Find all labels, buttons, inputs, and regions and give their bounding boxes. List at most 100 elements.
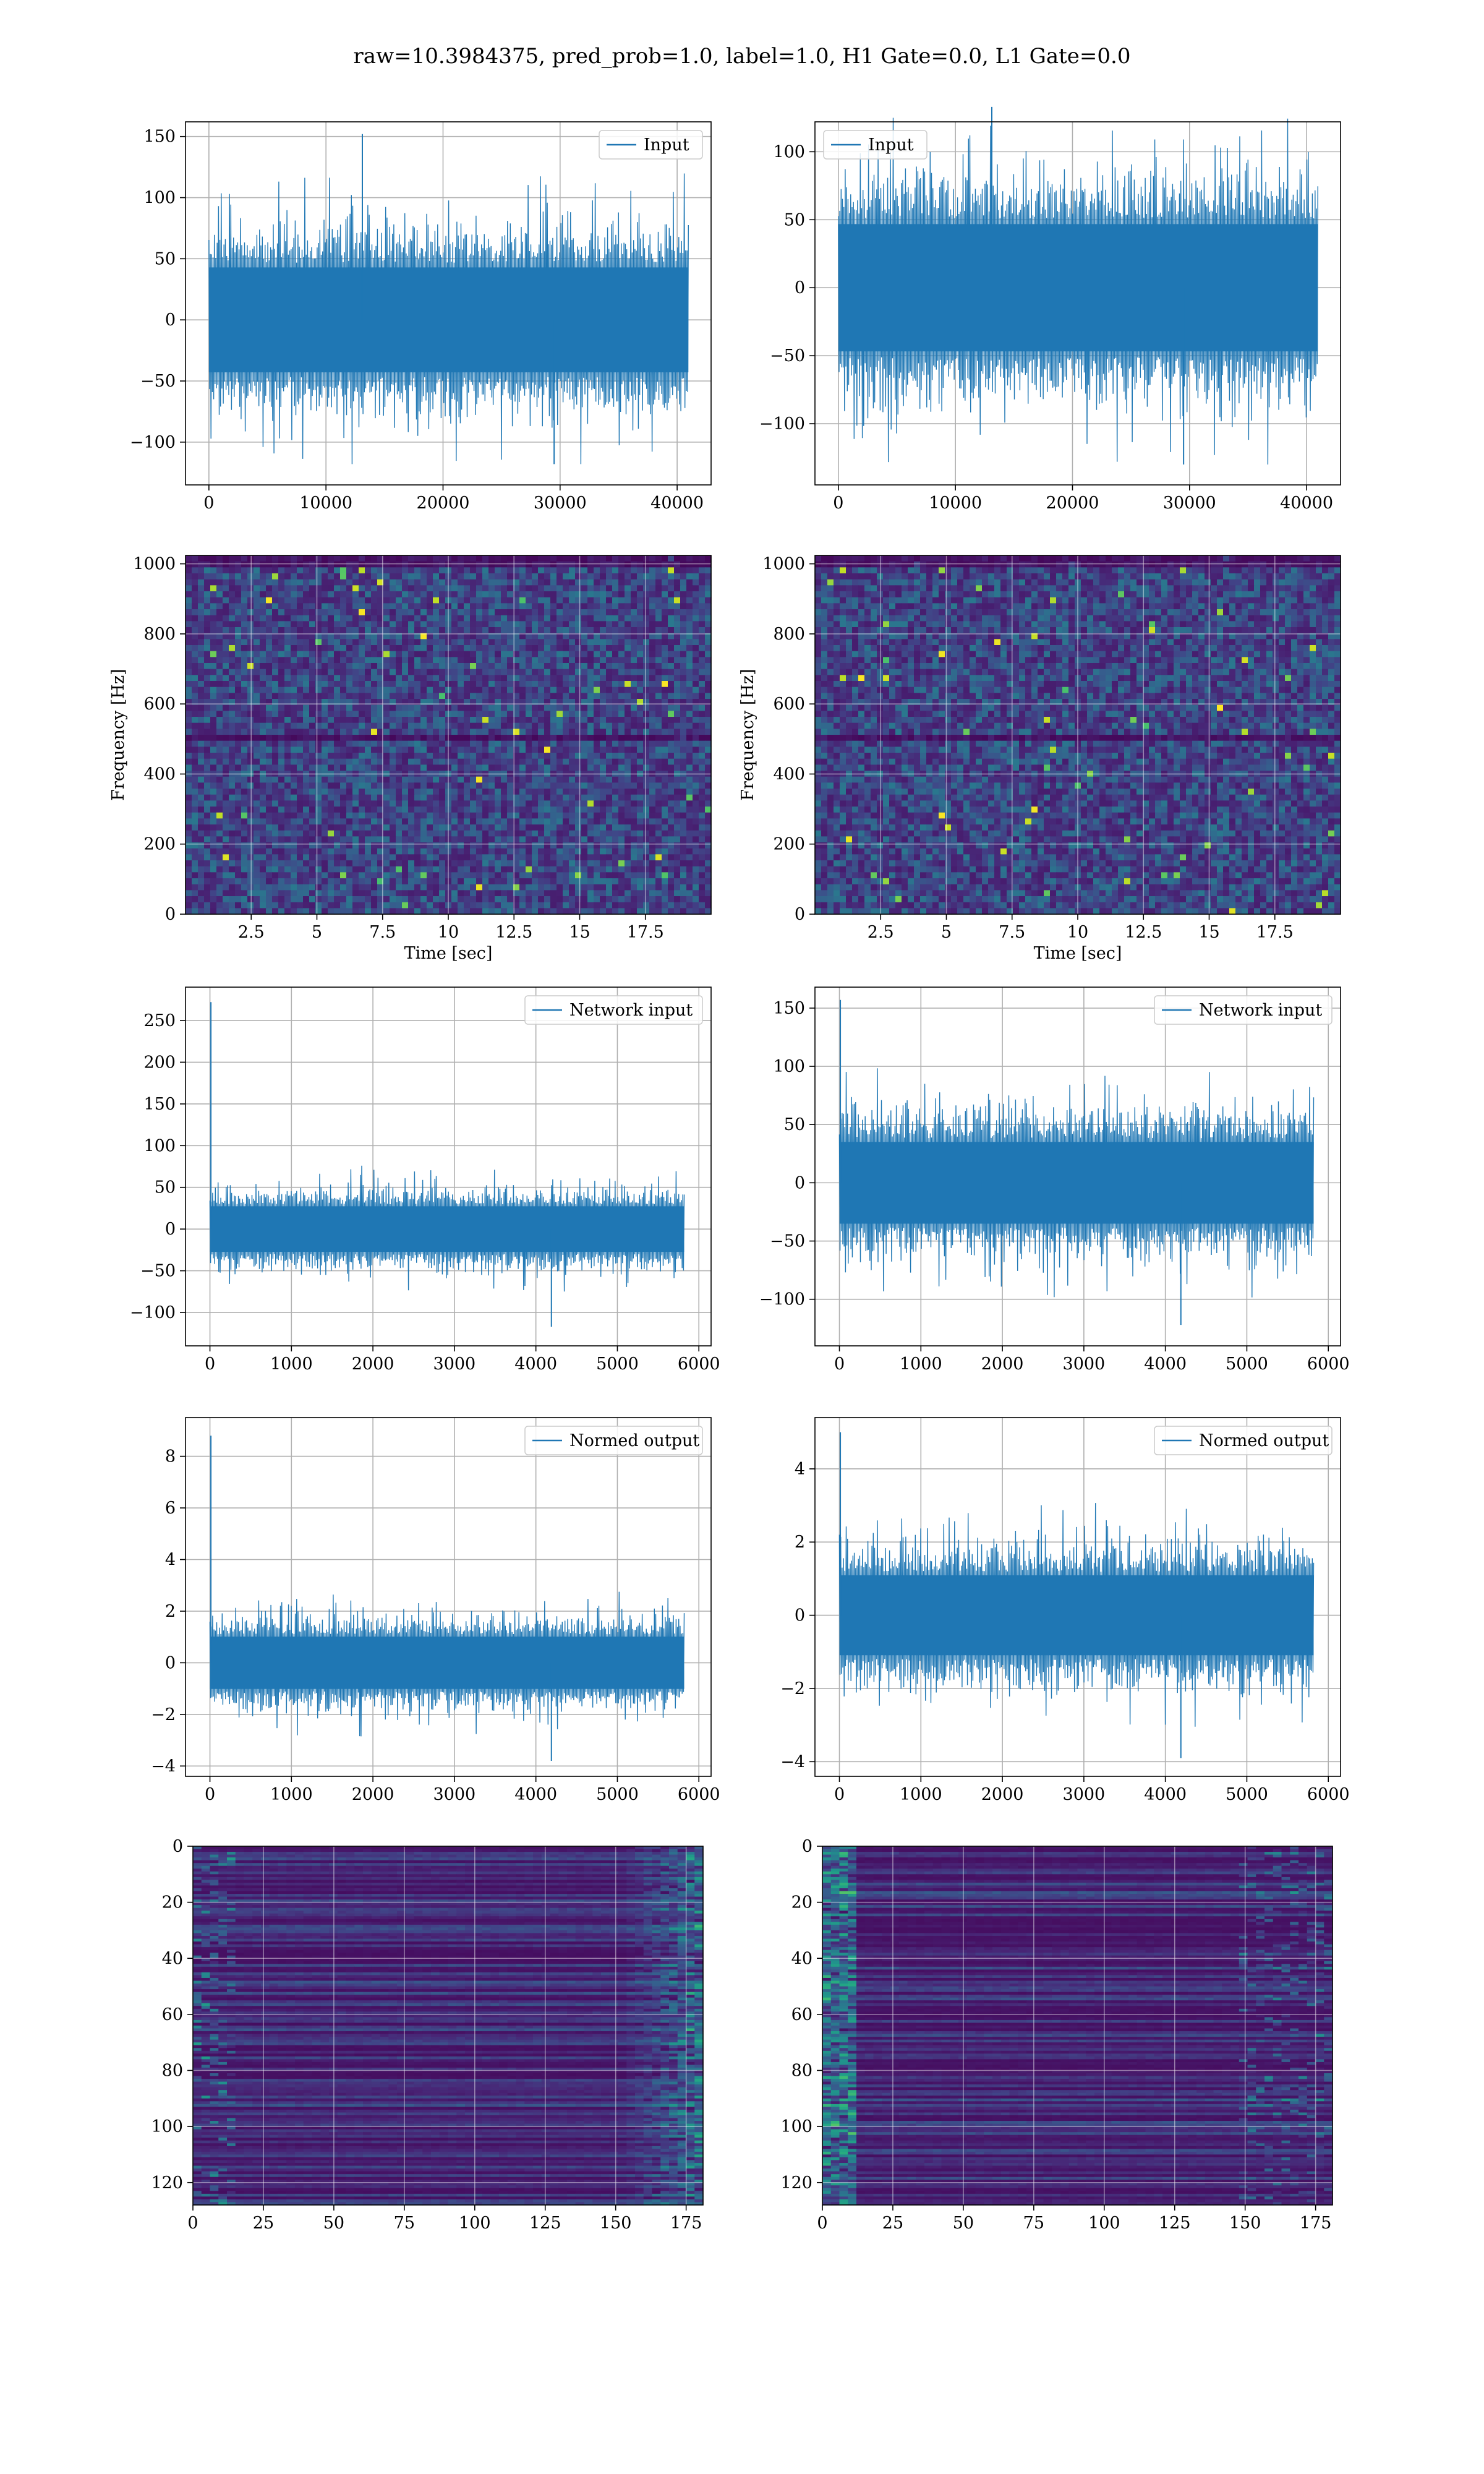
spectrogram-cell [649, 753, 656, 759]
spectrogram-cell [451, 567, 458, 573]
spectrogram-cell [538, 842, 545, 849]
spectrogram-cell [260, 878, 267, 884]
spectrogram-cell [482, 764, 489, 771]
spectrogram-cell [260, 831, 267, 837]
spectrogram-cell [594, 663, 600, 669]
spectrogram-cell [612, 795, 619, 801]
spectrogram-cell [680, 849, 687, 855]
spectrogram-cell [272, 878, 279, 884]
spectrogram-cell [284, 681, 291, 687]
spectrogram-cell [365, 657, 372, 663]
spectrogram-cell [291, 585, 297, 591]
spectrogram-cell [612, 591, 619, 597]
spectrogram-cell [383, 681, 390, 687]
spectrogram-cell [359, 747, 365, 753]
spectrogram-cell [464, 621, 471, 627]
spectrogram-cell [371, 681, 378, 687]
spectrogram-cell [229, 591, 236, 597]
spectrogram-cell [563, 854, 569, 860]
spectrogram-cell [260, 681, 267, 687]
spectrogram-cell [526, 555, 532, 562]
spectrogram-cell [278, 878, 285, 884]
spectrogram-cell [340, 562, 347, 568]
spectrogram-cell [427, 723, 433, 729]
spectrogram-cell [346, 585, 353, 591]
spectrogram-cell [254, 621, 260, 627]
spectrogram-cell [334, 687, 341, 693]
spectrogram-cell [699, 597, 706, 604]
spectrogram-cell [383, 562, 390, 568]
spectrogram-cell [272, 836, 279, 842]
spectrogram-cell [229, 800, 236, 807]
spectrogram-cell [420, 818, 427, 824]
spectrogram-cell [216, 782, 223, 789]
spectrogram-cell [315, 615, 322, 622]
spectrogram-cell [668, 849, 675, 855]
spectrogram-cell [495, 681, 501, 687]
spectrogram-cell [594, 585, 600, 591]
spectrogram-cell [303, 621, 310, 627]
spectrogram-cell [600, 693, 607, 699]
spectrogram-cell [223, 711, 229, 717]
spectrogram-cell [544, 603, 551, 609]
spectrogram-cell [612, 693, 619, 699]
spectrogram-cell [587, 729, 594, 735]
spectrogram-cell [192, 621, 198, 627]
spectrogram-cell [631, 609, 638, 615]
spectrogram-cell [352, 764, 359, 771]
spectrogram-cell [260, 597, 267, 604]
spectrogram-cell [210, 818, 217, 824]
spectrogram-cell [482, 669, 489, 675]
spectrogram-cell [346, 842, 353, 849]
spectrogram-cell [686, 580, 693, 586]
spectrogram-cell [495, 723, 501, 729]
spectrogram-cell [260, 603, 267, 609]
spectrogram-cell [686, 693, 693, 699]
spectrogram-cell [216, 842, 223, 849]
spectrogram-cell [674, 878, 681, 884]
spectrogram-cell [254, 867, 260, 873]
spectrogram-cell [668, 884, 675, 891]
spectrogram-cell [346, 687, 353, 693]
spectrogram-cell [600, 836, 607, 842]
spectrogram-cell [655, 663, 662, 669]
spectrogram-cell [402, 759, 409, 765]
spectrogram-cell [612, 639, 619, 645]
y-tick-label: 100 [773, 142, 805, 161]
spectrogram-cell [315, 573, 322, 580]
spectrogram-cell [383, 657, 390, 663]
spectrogram-cell [359, 609, 365, 615]
spectrogram-cell [198, 759, 205, 765]
spectrogram-cell [699, 890, 706, 896]
spectrogram-cell [482, 580, 489, 586]
spectrogram-cell [544, 705, 551, 711]
spectrogram-cell [359, 591, 365, 597]
spectrogram-cell [538, 705, 545, 711]
spectrogram-cell [303, 711, 310, 717]
spectrogram-cell [365, 824, 372, 831]
spectrogram-cell [488, 687, 495, 693]
spectrogram-cell [544, 663, 551, 669]
spectrogram-cell [538, 789, 545, 795]
spectrogram-cell [556, 580, 563, 586]
spectrogram-cell [625, 573, 631, 580]
spectrogram-cell [680, 842, 687, 849]
spectrogram-cell [556, 836, 563, 842]
spectrogram-cell [612, 818, 619, 824]
spectrogram-cell [458, 735, 464, 741]
spectrogram-cell [439, 693, 446, 699]
spectrogram-cell [507, 789, 514, 795]
spectrogram-cell [501, 705, 508, 711]
spectrogram-cell [519, 884, 526, 891]
spectrogram-cell [408, 663, 415, 669]
spectrogram-cell [637, 669, 644, 675]
spectrogram-cell [606, 693, 613, 699]
spectrogram-cell [606, 807, 613, 813]
spectrogram-cell [680, 621, 687, 627]
spectrogram-cell [662, 585, 668, 591]
spectrogram-cell [643, 777, 650, 783]
spectrogram-cell [433, 675, 440, 681]
spectrogram-cell [451, 782, 458, 789]
spectrogram-cell [556, 591, 563, 597]
spectrogram-cell [625, 729, 631, 735]
